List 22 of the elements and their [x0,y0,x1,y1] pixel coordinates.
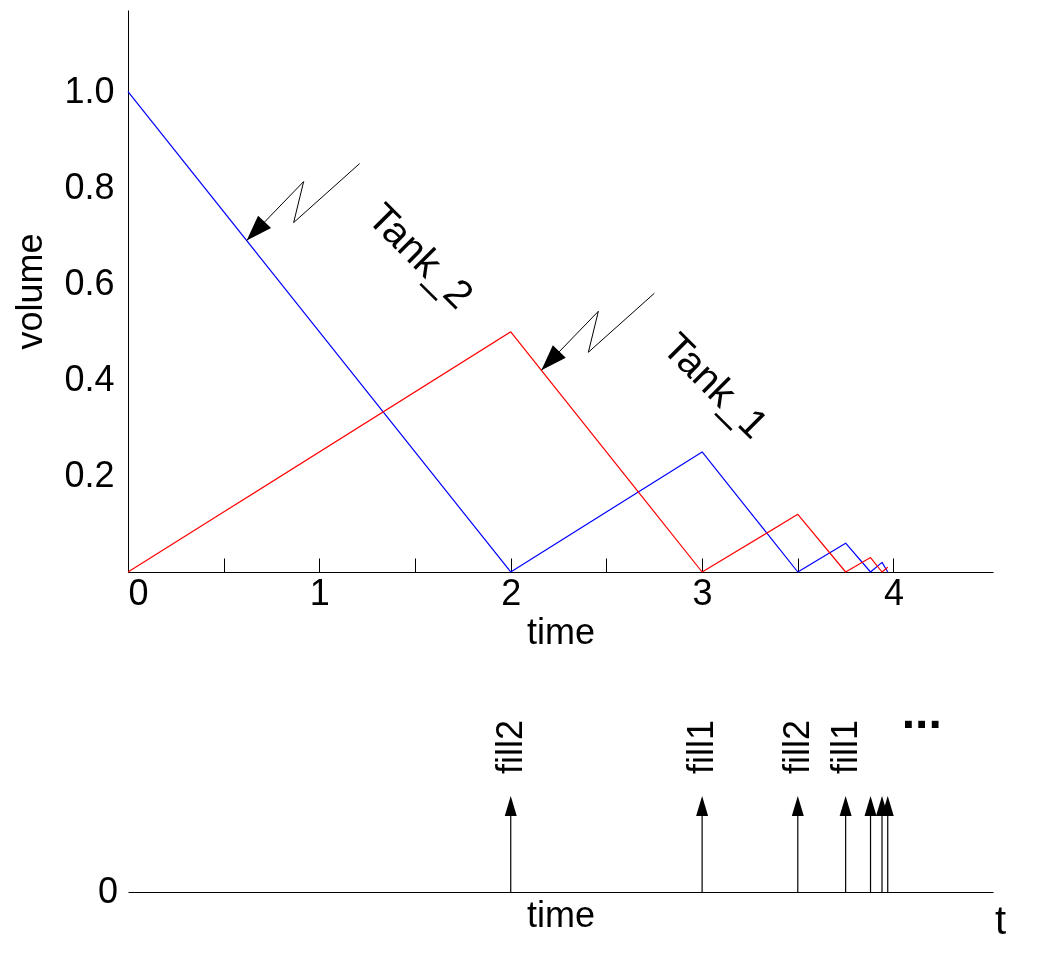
text: t [995,898,1007,942]
y-tick-label: 0.8 [64,166,115,208]
text: ... [901,685,942,738]
text: 0 [97,870,118,911]
y-tick-label: 0.2 [64,454,115,496]
x-tick-label: 3 [692,571,713,613]
x-tick-label: 4 [883,571,904,613]
text: fill2 [775,719,817,774]
x-tick-label: 2 [501,571,522,613]
y-tick-label: 1.0 [64,70,115,112]
x-tick-label: 0 [128,571,149,613]
line-series [127,91,889,573]
x-axis-title: time [526,610,596,652]
y-axis-title: volume [9,233,51,350]
y-tick-label: 0.4 [64,358,115,400]
text: fill2 [488,719,530,774]
line-series [127,331,889,573]
text: fill1 [823,719,865,774]
text: time [526,893,596,935]
y-tick-label: 0.6 [64,262,115,304]
text: fill1 [680,719,722,774]
x-tick-label: 1 [309,571,330,613]
